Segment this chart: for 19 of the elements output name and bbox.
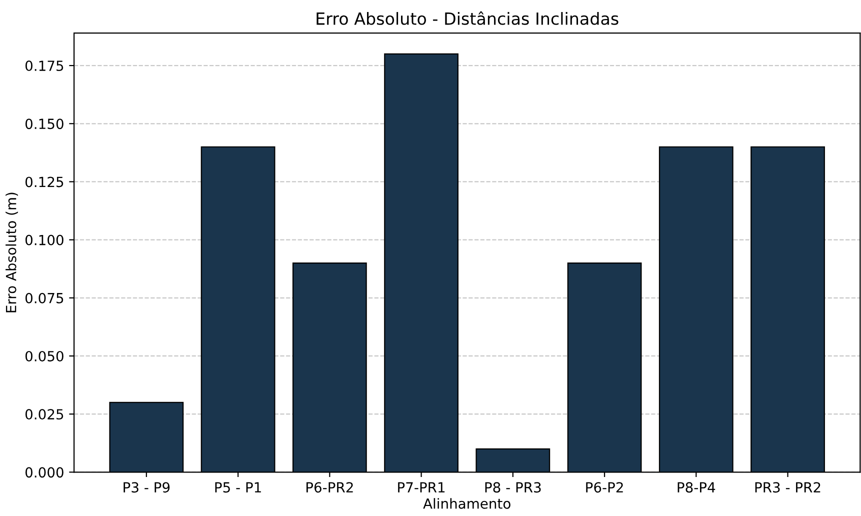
y-tick-label: 0.175 — [25, 60, 64, 72]
x-axis-title: Alinhamento — [423, 498, 510, 509]
y-tick-label: 0.050 — [25, 350, 64, 362]
x-tick-label: P6-P2 — [586, 482, 623, 493]
x-tick-label: P5 - P1 — [215, 482, 261, 493]
x-tick-label: P8-P4 — [678, 482, 716, 493]
y-tick-label: 0.000 — [25, 467, 64, 478]
x-tick-label: P8 - PR3 — [485, 482, 541, 493]
x-tick-label: P7-PR1 — [398, 482, 445, 492]
x-tick-label: P6-PR2 — [306, 482, 353, 493]
y-tick-label: 0.075 — [25, 292, 64, 304]
y-tick-label: 0.100 — [25, 234, 64, 246]
chart-title: Erro Absoluto - Distâncias Inclinadas — [316, 11, 618, 25]
y-tick-label: 0.025 — [25, 409, 64, 420]
x-tick-label: P3 - P9 — [124, 482, 170, 493]
y-axis-title: Erro Absoluto (m) — [6, 192, 18, 312]
x-tick-label: PR3 - PR2 — [755, 482, 820, 493]
y-tick-label: 0.125 — [25, 176, 64, 188]
y-tick-label: 0.150 — [25, 118, 64, 130]
